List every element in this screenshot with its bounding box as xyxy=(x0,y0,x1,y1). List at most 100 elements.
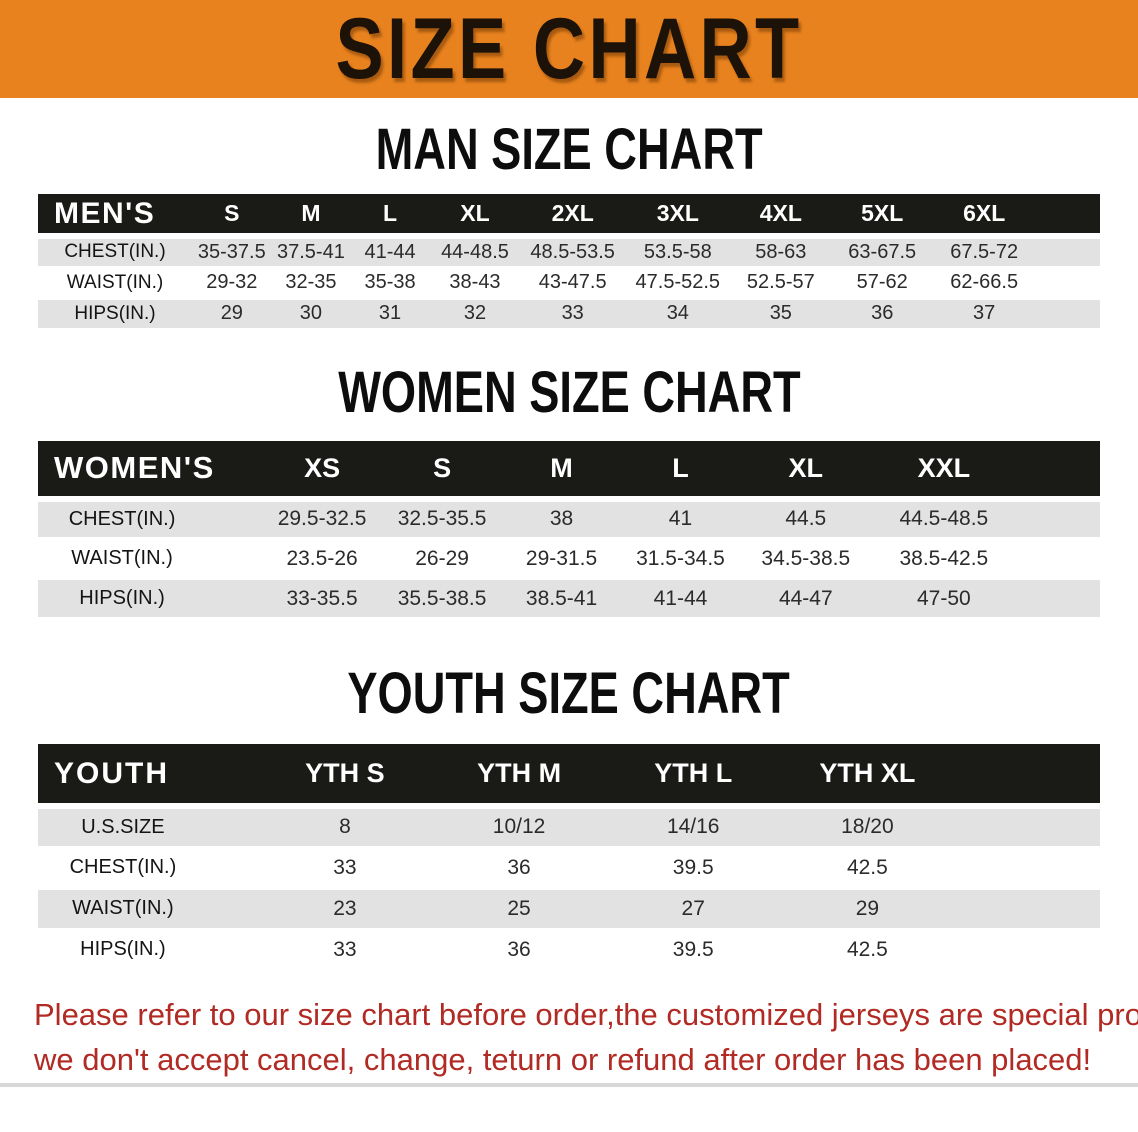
measurement-value: 38.5-41 xyxy=(502,578,622,620)
bottom-divider xyxy=(0,1082,1138,1087)
size-column-header: S xyxy=(192,194,272,239)
section-heading: MAN SIZE CHART xyxy=(0,117,1138,182)
size-column-header: XL xyxy=(739,440,872,502)
measurement-value: 27 xyxy=(606,888,781,931)
measurement-value: 8 xyxy=(257,806,432,849)
measurement-row: CHEST(IN.) 33 36 39.5 42.5 xyxy=(38,847,1100,890)
measurement-value: 62-66.5 xyxy=(933,267,1036,300)
measurement-value: 36 xyxy=(431,847,607,890)
measurement-label: CHEST(IN.) xyxy=(38,498,263,540)
spacer-cell xyxy=(954,929,1100,972)
size-column-header: XXL xyxy=(871,440,1017,502)
size-chart-section-2: YOUTH SIZE CHART YOUTH YTH S YTH M YTH L YTH … xyxy=(0,661,1138,972)
size-column-header: YTH L xyxy=(606,744,781,809)
measurement-value: 14/16 xyxy=(606,806,781,849)
size-chart-sections: MAN SIZE CHART MEN'S S M L XL 2XL 3XL 4XL 5XL 6XL C… xyxy=(0,117,1138,972)
measurement-row: HIPS(IN.) 33-35.5 35.5-38.5 38.5-41 41-44 44-… xyxy=(38,578,1100,620)
spacer-cell xyxy=(954,847,1100,890)
measurement-value: 32.5-35.5 xyxy=(382,498,503,540)
measurement-value: 44-48.5 xyxy=(429,236,521,269)
size-column-header: 6XL xyxy=(933,194,1036,239)
size-column-header: S xyxy=(382,440,503,502)
measurement-value: 35.5-38.5 xyxy=(382,578,503,620)
measurement-value: 39.5 xyxy=(606,929,781,972)
section-heading-text: MAN SIZE CHART xyxy=(375,117,763,182)
spacer-cell xyxy=(1016,440,1100,502)
measurement-value: 32-35 xyxy=(271,267,351,300)
measurement-value: 41 xyxy=(621,498,740,540)
measurement-value: 32 xyxy=(429,298,521,331)
measurement-value: 44-47 xyxy=(739,578,872,620)
size-chart-section-1: WOMEN SIZE CHART WOMEN'S XS S M L XL XXL CHEST(I… xyxy=(0,359,1138,620)
banner: SIZE CHART xyxy=(0,0,1138,98)
measurement-value: 26-29 xyxy=(382,538,503,580)
measurement-value: 63-67.5 xyxy=(831,236,934,269)
measurement-value: 31 xyxy=(350,298,430,331)
table-header-row: WOMEN'S XS S M L XL XXL xyxy=(38,440,1100,502)
measurement-value: 35-38 xyxy=(350,267,430,300)
measurement-value: 43-47.5 xyxy=(520,267,626,300)
measurement-label: CHEST(IN.) xyxy=(38,847,258,890)
measurement-row: HIPS(IN.) 29 30 31 32 33 34 35 36 37 xyxy=(38,298,1100,331)
section-heading: WOMEN SIZE CHART xyxy=(0,359,1138,425)
measurement-value: 38.5-42.5 xyxy=(871,538,1017,580)
measurement-value: 39.5 xyxy=(606,847,781,890)
measurement-value: 33-35.5 xyxy=(262,578,383,620)
spacer-cell xyxy=(1016,538,1100,580)
spacer-cell xyxy=(1035,194,1100,239)
measurement-value: 35-37.5 xyxy=(192,236,272,269)
measurement-value: 18/20 xyxy=(780,806,955,849)
size-table: YOUTH YTH S YTH M YTH L YTH XL U.S.SIZE 8 10/12… xyxy=(38,744,1100,972)
spacer-cell xyxy=(1035,267,1100,300)
table-header-label: WOMEN'S xyxy=(38,440,263,502)
measurement-row: U.S.SIZE 8 10/12 14/16 18/20 xyxy=(38,806,1100,849)
size-table: WOMEN'S XS S M L XL XXL CHEST(IN.) 29.5-32.5 32.5… xyxy=(38,440,1100,620)
measurement-value: 30 xyxy=(271,298,351,331)
measurement-value: 29-31.5 xyxy=(502,538,622,580)
measurement-label: HIPS(IN.) xyxy=(38,298,192,331)
section-heading-text: YOUTH SIZE CHART xyxy=(347,661,791,726)
measurement-value: 41-44 xyxy=(621,578,740,620)
measurement-value: 36 xyxy=(431,929,607,972)
spacer-cell xyxy=(1016,498,1100,540)
size-column-header: XL xyxy=(429,194,521,239)
measurement-label: HIPS(IN.) xyxy=(38,578,263,620)
measurement-value: 33 xyxy=(520,298,626,331)
measurement-value: 33 xyxy=(257,929,432,972)
footer-note-line1: Please refer to our size chart before or… xyxy=(34,996,1138,1032)
section-heading-text: WOMEN SIZE CHART xyxy=(337,359,801,425)
measurement-value: 38 xyxy=(502,498,622,540)
measurement-value: 35 xyxy=(730,298,832,331)
size-column-header: 2XL xyxy=(520,194,626,239)
footer-note-line2: we don't accept cancel, change, teturn o… xyxy=(34,1041,1092,1077)
measurement-value: 57-62 xyxy=(831,267,934,300)
spacer-cell xyxy=(1016,578,1100,620)
measurement-value: 44.5-48.5 xyxy=(871,498,1017,540)
size-column-header: 4XL xyxy=(730,194,832,239)
table-header-label: MEN'S xyxy=(38,194,192,239)
measurement-value: 29 xyxy=(192,298,272,331)
measurement-value: 10/12 xyxy=(431,806,607,849)
size-column-header: 5XL xyxy=(831,194,934,239)
measurement-value: 52.5-57 xyxy=(730,267,832,300)
spacer-cell xyxy=(954,888,1100,931)
measurement-value: 47.5-52.5 xyxy=(625,267,731,300)
size-column-header: L xyxy=(350,194,430,239)
measurement-row: CHEST(IN.) 29.5-32.5 32.5-35.5 38 41 44.5 44.5… xyxy=(38,498,1100,540)
measurement-value: 48.5-53.5 xyxy=(520,236,626,269)
measurement-value: 37.5-41 xyxy=(271,236,351,269)
measurement-label: WAIST(IN.) xyxy=(38,267,192,300)
spacer-cell xyxy=(1035,298,1100,331)
measurement-row: WAIST(IN.) 29-32 32-35 35-38 38-43 43-47.5 47.… xyxy=(38,267,1100,300)
measurement-value: 34.5-38.5 xyxy=(739,538,872,580)
measurement-value: 47-50 xyxy=(871,578,1017,620)
measurement-value: 29-32 xyxy=(192,267,272,300)
measurement-row: WAIST(IN.) 23 25 27 29 xyxy=(38,888,1100,931)
table-header-row: MEN'S S M L XL 2XL 3XL 4XL 5XL 6XL xyxy=(38,194,1100,239)
measurement-value: 44.5 xyxy=(739,498,872,540)
size-column-header: YTH S xyxy=(257,744,432,809)
size-table: MEN'S S M L XL 2XL 3XL 4XL 5XL 6XL CHEST(IN.) 35-37… xyxy=(38,194,1100,331)
table-header-label: YOUTH xyxy=(38,744,258,809)
table-header-row: YOUTH YTH S YTH M YTH L YTH XL xyxy=(38,744,1100,809)
measurement-label: CHEST(IN.) xyxy=(38,236,192,269)
